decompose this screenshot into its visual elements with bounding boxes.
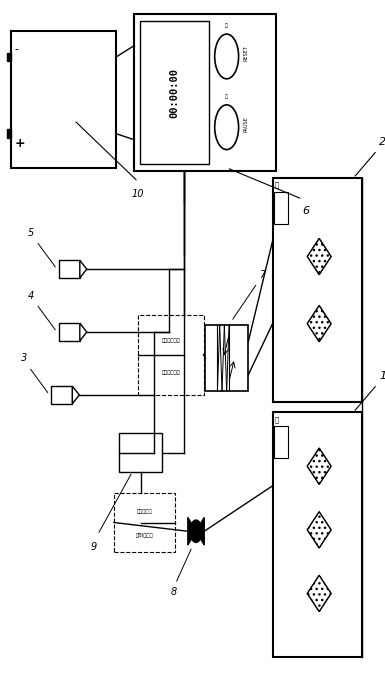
Text: -: - (14, 44, 18, 54)
FancyBboxPatch shape (119, 433, 162, 472)
FancyBboxPatch shape (7, 129, 11, 138)
Text: 8: 8 (171, 587, 177, 597)
Text: 充气第一压器: 充气第一压器 (161, 370, 180, 375)
Text: PAUSE: PAUSE (243, 116, 248, 131)
Polygon shape (188, 517, 196, 545)
FancyBboxPatch shape (275, 192, 288, 224)
Text: 00:00:00: 00:00:00 (169, 68, 179, 117)
Text: 5: 5 (28, 228, 35, 238)
FancyBboxPatch shape (140, 21, 209, 164)
FancyBboxPatch shape (273, 412, 362, 657)
FancyBboxPatch shape (59, 260, 80, 278)
Text: 停: 停 (225, 24, 228, 29)
Polygon shape (80, 261, 87, 278)
FancyBboxPatch shape (138, 315, 204, 395)
Text: 7: 7 (259, 270, 265, 280)
Text: 1: 1 (379, 371, 385, 381)
FancyBboxPatch shape (59, 323, 80, 340)
Text: 4: 4 (28, 291, 35, 301)
Polygon shape (196, 517, 204, 545)
Text: 暂: 暂 (225, 94, 228, 99)
Circle shape (215, 105, 239, 150)
Polygon shape (307, 512, 331, 548)
FancyBboxPatch shape (273, 178, 362, 402)
Text: RESET: RESET (243, 45, 248, 61)
Polygon shape (307, 575, 331, 612)
Polygon shape (307, 305, 331, 342)
Text: 人: 人 (275, 182, 279, 188)
Text: 3: 3 (21, 354, 27, 363)
FancyBboxPatch shape (205, 325, 248, 391)
Circle shape (215, 34, 239, 79)
Text: 10: 10 (132, 189, 144, 199)
Polygon shape (80, 323, 87, 340)
Text: 缸Bl回气器: 缸Bl回气器 (136, 533, 154, 538)
FancyBboxPatch shape (275, 426, 288, 458)
Polygon shape (307, 238, 331, 275)
FancyBboxPatch shape (134, 14, 276, 171)
Text: 6: 6 (303, 206, 310, 216)
Text: 9: 9 (91, 542, 97, 552)
Text: 接触工作气缸: 接触工作气缸 (161, 338, 180, 343)
Circle shape (190, 520, 202, 542)
FancyBboxPatch shape (11, 31, 116, 168)
FancyBboxPatch shape (114, 493, 176, 552)
Polygon shape (307, 448, 331, 484)
Text: +: + (14, 137, 25, 150)
Text: 接触驱动气: 接触驱动气 (137, 510, 152, 514)
Polygon shape (72, 386, 79, 404)
Text: 人: 人 (275, 416, 279, 422)
FancyBboxPatch shape (7, 53, 11, 62)
FancyBboxPatch shape (51, 386, 72, 404)
Text: 2: 2 (379, 137, 385, 147)
